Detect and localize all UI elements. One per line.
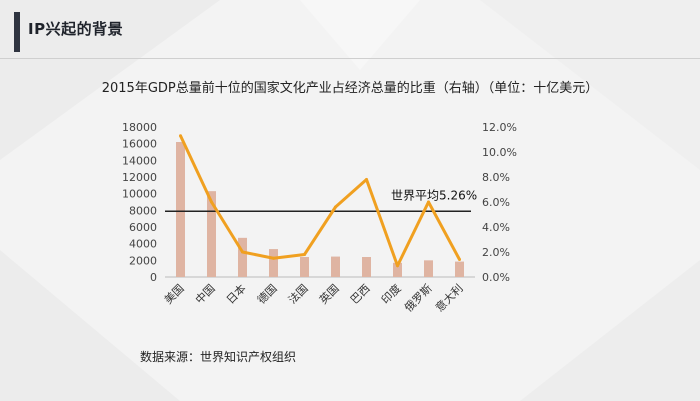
line-point <box>396 264 399 268</box>
left-axis-tick: 18000 <box>122 121 157 134</box>
line-point <box>241 250 244 254</box>
bar <box>455 261 464 277</box>
category-label: 日本 <box>223 281 248 306</box>
right-axis-tick: 2.0% <box>482 246 510 259</box>
line-point <box>272 256 275 260</box>
left-axis-tick: 2000 <box>129 254 157 267</box>
source-note: 数据来源：世界知识产权组织 <box>140 350 297 364</box>
reference-label: 世界平均5.26% <box>391 188 477 202</box>
left-axis-tick: 14000 <box>122 154 157 167</box>
category-label: 俄罗斯 <box>402 282 435 315</box>
chart-title: 2015年GDP总量前十位的国家文化产业占经济总量的比重（右轴）（单位：十亿美元… <box>102 80 599 96</box>
left-axis-tick: 4000 <box>129 238 157 251</box>
bar <box>362 257 371 277</box>
left-axis-tick: 16000 <box>122 138 157 151</box>
category-label: 中国 <box>193 282 218 307</box>
left-axis-tick: 0 <box>150 271 157 284</box>
right-axis-tick: 8.0% <box>482 171 510 184</box>
category-label: 英国 <box>316 281 341 306</box>
right-axis-tick: 4.0% <box>482 221 510 234</box>
page-title: IP兴起的背景 <box>28 20 124 38</box>
bar <box>424 260 433 277</box>
right-axis-tick: 0.0% <box>482 271 510 284</box>
line-point <box>365 178 368 181</box>
category-label: 法国 <box>285 281 310 306</box>
line-point <box>210 200 213 204</box>
bar <box>331 256 340 277</box>
category-label: 印度 <box>378 281 403 306</box>
left-axis-tick: 6000 <box>129 221 157 234</box>
category-label: 巴西 <box>348 282 373 307</box>
right-axis-tick: 6.0% <box>482 196 510 209</box>
bar <box>269 249 278 277</box>
right-axis-tick: 12.0% <box>482 121 517 134</box>
category-label: 德国 <box>254 281 279 306</box>
header-divider <box>0 58 700 59</box>
right-axis-tick: 10.0% <box>482 146 517 159</box>
left-axis-tick: 12000 <box>122 171 157 184</box>
bar <box>393 262 402 277</box>
bar <box>176 142 185 277</box>
line-point <box>458 258 461 261</box>
bar <box>207 191 216 277</box>
line-series <box>179 135 461 268</box>
line-point <box>334 205 337 209</box>
line-point <box>427 200 430 204</box>
category-label: 意大利 <box>432 281 465 314</box>
left-axis-tick: 10000 <box>122 188 157 201</box>
header-accent-bar <box>14 12 20 52</box>
category-label: 美国 <box>162 282 187 307</box>
line-point <box>179 134 182 138</box>
line-point <box>303 253 306 256</box>
left-axis-tick: 8000 <box>129 204 157 217</box>
bar <box>300 257 309 277</box>
bar <box>238 237 247 277</box>
